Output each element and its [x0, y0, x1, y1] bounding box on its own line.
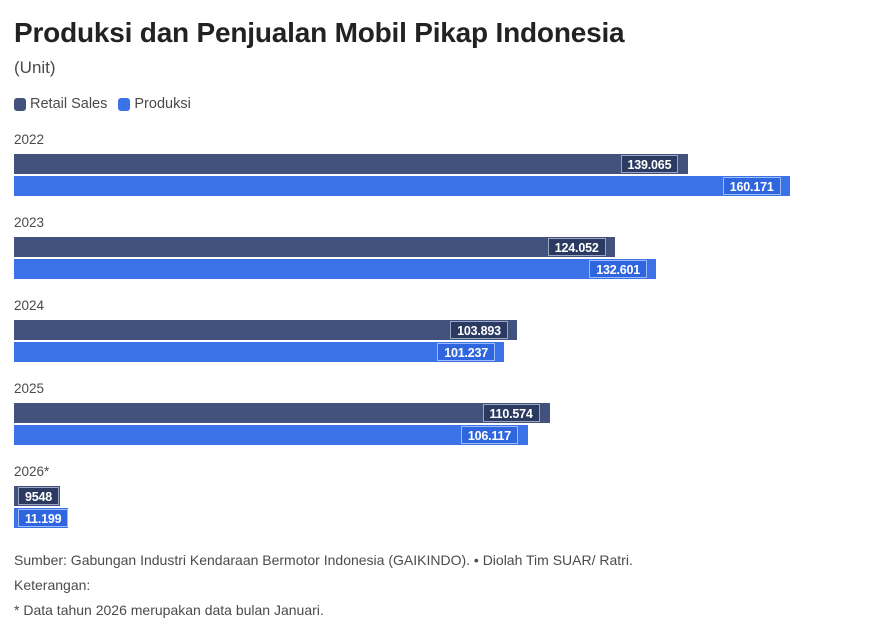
bar-value-label-produksi-2024: 101.237: [437, 343, 496, 361]
square-swatch-icon: [118, 97, 131, 111]
category-label-2022: 2022: [14, 132, 45, 147]
bar-row: 124.052: [14, 237, 877, 257]
bar-retail-sales-2025[interactable]: [14, 403, 550, 423]
legend-label-produksi: Produksi: [134, 96, 191, 112]
bar-value-label-produksi-2023: 132.601: [589, 260, 648, 278]
bar-row: 11.199: [14, 508, 877, 528]
bar-group: 2025 110.574 106.117: [14, 381, 877, 445]
bar-retail-sales-2022[interactable]: [14, 154, 688, 174]
bar-value-label-retail-sales-2026: 9548: [18, 487, 60, 505]
bar-value-label-retail-sales-2024: 103.893: [450, 321, 508, 339]
bar-row: 9548: [14, 486, 877, 506]
category-label-2023: 2023: [14, 215, 45, 230]
legend-item-retail-sales[interactable]: Retail Sales: [14, 96, 107, 112]
bar-retail-sales-2024[interactable]: [14, 320, 518, 340]
bar-row: 103.893: [14, 320, 877, 340]
bar-group: 2024 103.893 101.237: [14, 298, 877, 362]
bar-row: 132.601: [14, 259, 877, 279]
bar-group: 2023 124.052 132.601: [14, 215, 877, 279]
bar-produksi-2024[interactable]: [14, 342, 505, 362]
legend-label-retail-sales: Retail Sales: [30, 96, 108, 112]
bar-chart-plot: 2022 139.065 160.171 2023 124.052 132.601 2024…: [14, 132, 877, 528]
category-label-2024: 2024: [14, 298, 45, 313]
bar-value-label-retail-sales-2023: 124.052: [547, 238, 606, 256]
chart-footer: Sumber: Gabungan Industri Kendaraan Berm…: [14, 548, 874, 623]
bar-row: 139.065: [14, 154, 877, 174]
bar-row: 160.171: [14, 176, 877, 196]
bar-value-label-produksi-2025: 106.117: [460, 426, 519, 444]
square-swatch-icon: [14, 97, 26, 111]
bar-group: 2022 139.065 160.171: [14, 132, 877, 196]
bar-produksi-2022[interactable]: [14, 176, 790, 196]
legend-item-produksi[interactable]: Produksi: [118, 96, 191, 112]
category-label-2026: 2026*: [14, 464, 50, 479]
footer-notes-heading: Keterangan:: [14, 577, 91, 593]
bar-retail-sales-2023[interactable]: [14, 237, 615, 257]
bar-value-label-retail-sales-2022: 139.065: [620, 155, 679, 173]
footer-note-1: * Data tahun 2026 merupakan data bulan J…: [14, 602, 324, 618]
bar-row: 101.237: [14, 342, 877, 362]
bar-value-label-produksi-2026: 11.199: [18, 509, 69, 527]
bar-produksi-2023[interactable]: [14, 259, 657, 279]
footer-source: Sumber: Gabungan Industri Kendaraan Berm…: [14, 552, 633, 568]
bar-value-label-produksi-2022: 160.171: [722, 177, 781, 195]
bar-row: 106.117: [14, 425, 877, 445]
bar-row: 110.574: [14, 403, 877, 423]
bar-value-label-retail-sales-2025: 110.574: [482, 404, 540, 422]
bar-produksi-2025[interactable]: [14, 425, 529, 445]
category-label-2025: 2025: [14, 381, 45, 396]
chart-legend: Retail Sales Produksi: [14, 95, 877, 113]
bar-group: 2026* 9548 11.199: [14, 464, 877, 528]
chart-subtitle: (Unit): [14, 58, 56, 77]
chart-title: Produksi dan Penjualan Mobil Pikap Indon…: [14, 17, 625, 48]
